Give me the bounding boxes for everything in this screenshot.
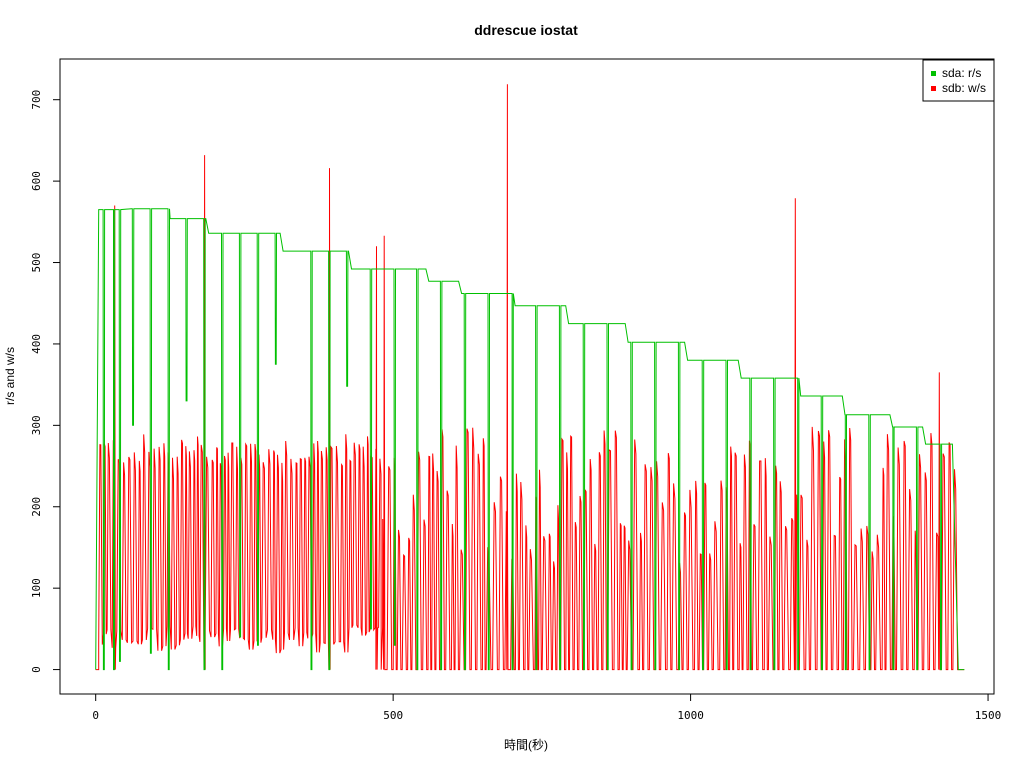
legend-label-sdb: sdb: w/s [942,81,986,95]
x-axis-label: 時間(秒) [504,738,548,752]
x-tick-label: 1000 [677,709,704,722]
chart-title: ddrescue iostat [474,22,578,38]
axes: 0 500 1000 1500 0 100 200 300 400 500 600 700 [30,58,1002,722]
legend-swatch-sda [931,71,936,76]
x-tick-label: 0 [92,709,99,722]
y-tick-label: 100 [30,578,43,598]
y-tick-label: 600 [30,171,43,191]
y-tick-label: 700 [30,90,43,110]
y-tick-label: 300 [30,415,43,435]
y-axis-label: r/s and w/s [3,347,17,405]
y-tick-label: 200 [30,497,43,517]
series-line-sdb [95,84,965,671]
legend-box [922,59,995,102]
y-tick-label: 500 [30,253,43,273]
legend: sda: r/s sdb: w/s [922,59,995,102]
legend-swatch-sdb [931,86,936,91]
legend-label-sda: sda: r/s [942,66,981,80]
y-tick-label: 400 [30,334,43,354]
x-tick-label: 1500 [975,709,1002,722]
plot-area [95,84,965,671]
series-line-sda [95,208,965,671]
y-tick-label: 0 [30,666,43,673]
x-tick-label: 500 [383,709,403,722]
